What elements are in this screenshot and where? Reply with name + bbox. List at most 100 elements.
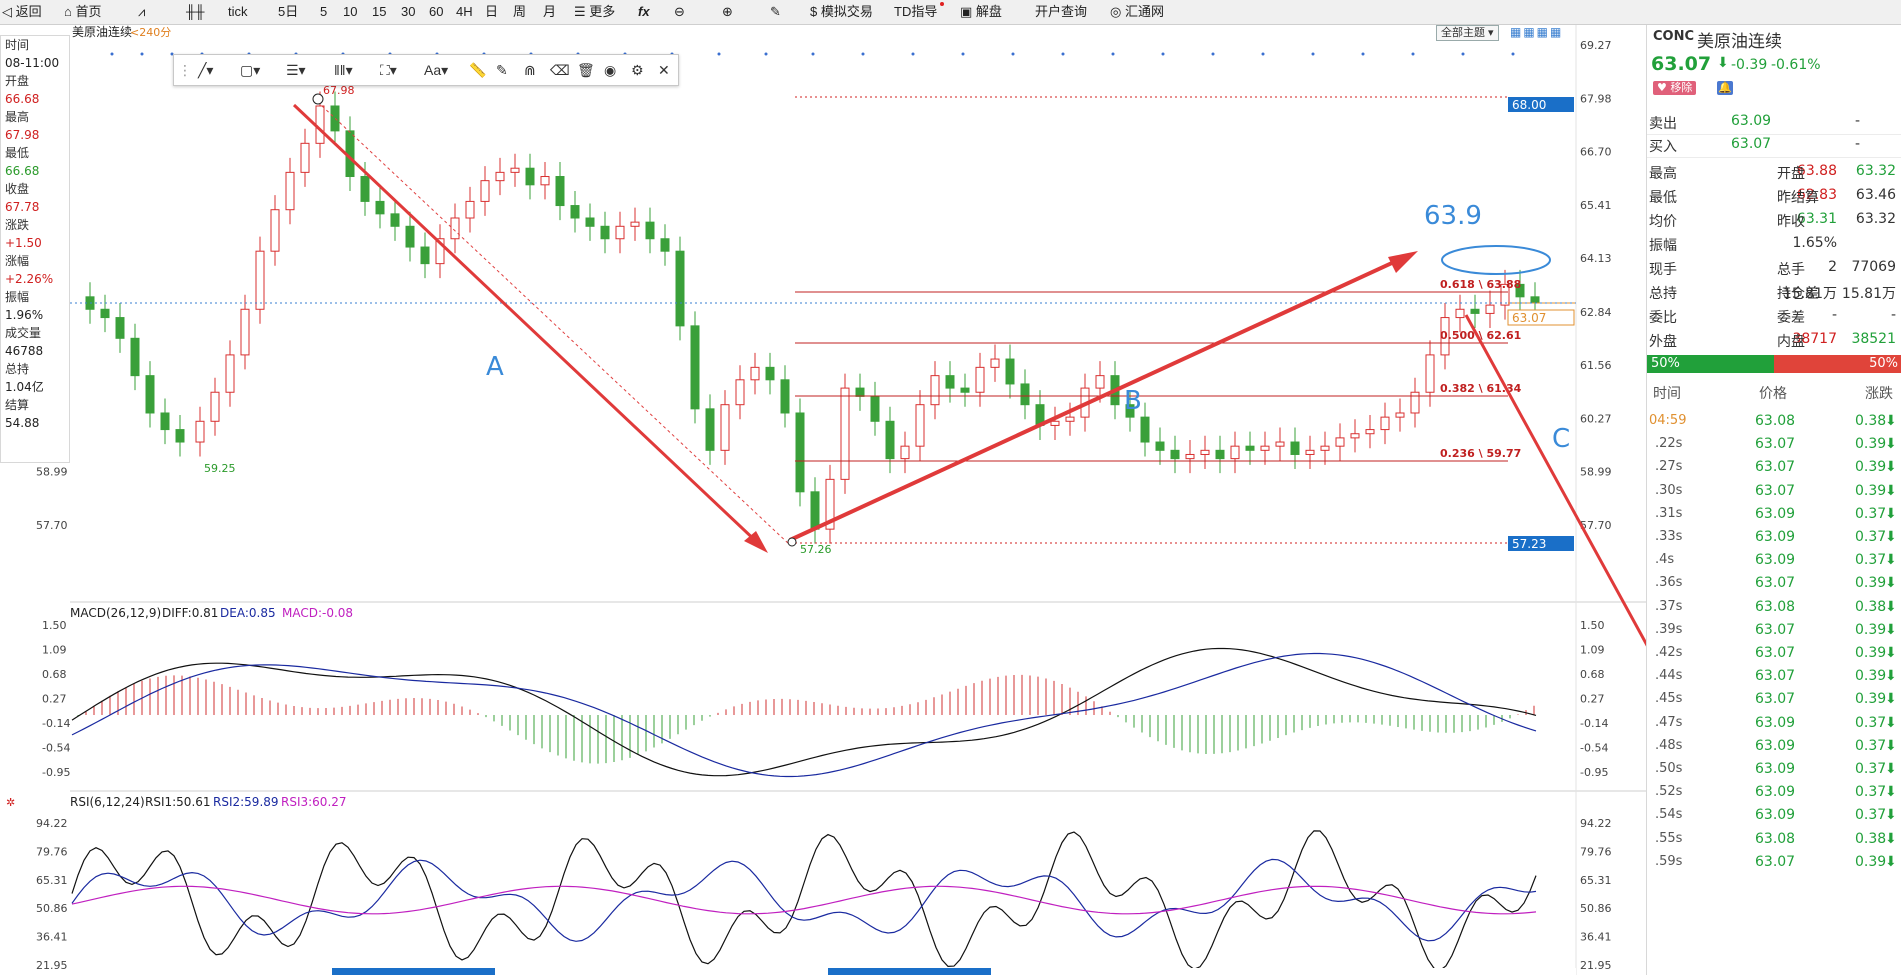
theme-selector-label: 全部主题 — [1441, 27, 1485, 39]
tick-row[interactable]: .44s 63.07 0.39 ⬇ — [1647, 668, 1901, 686]
sim-trade-button[interactable]: $ 模拟交易 — [810, 4, 873, 19]
candle-body — [1065, 416, 1075, 422]
info-value: 46788 — [5, 344, 44, 358]
trend-arrow-b[interactable] — [789, 255, 1406, 542]
magnet-icon[interactable]: ⋒ — [524, 62, 536, 78]
chart-area[interactable]: 0.618 \ 63.88 0.500 \ 62.61 0.382 \ 61.34 0… — [0, 25, 1646, 975]
tick-row[interactable]: .4s 63.09 0.37 ⬇ — [1647, 552, 1901, 570]
channel-tool-icon[interactable]: ☰▾ — [286, 62, 306, 78]
period-15m[interactable]: 15 — [372, 4, 387, 19]
candle-body — [330, 105, 340, 132]
bottom-marker: 57.26 — [800, 543, 832, 556]
tick-time: .54s — [1655, 807, 1683, 823]
zoom-in-icon[interactable]: ⊕ — [722, 4, 733, 19]
settings-icon[interactable]: ✲ — [6, 796, 15, 809]
period-week[interactable]: 周 — [513, 4, 527, 19]
tick-price: 63.07 — [1755, 621, 1796, 638]
candlestick-series — [85, 91, 1540, 544]
formula-icon[interactable]: fx — [638, 4, 650, 19]
trend-arrow-c[interactable] — [1464, 314, 1646, 782]
info-label: 时间 — [5, 38, 30, 52]
drag-handle-icon[interactable]: ⋮ — [178, 62, 192, 78]
tick-row[interactable]: .36s 63.07 0.39 ⬇ — [1647, 575, 1901, 593]
ruler-icon[interactable]: 📏 — [469, 62, 487, 78]
eye-icon[interactable]: ◉ — [604, 62, 617, 78]
tick-row[interactable]: .45s 63.07 0.39 ⬇ — [1647, 691, 1901, 709]
tick-row[interactable]: .47s 63.09 0.37 ⬇ — [1647, 715, 1901, 733]
trash-icon[interactable]: 🗑 — [577, 62, 595, 78]
huitong-button[interactable]: ◎ 汇通网 — [1110, 4, 1164, 19]
info-value: 54.88 — [5, 416, 40, 430]
chart-title: 美原油连续 — [72, 25, 132, 39]
home-button[interactable]: ⌂ 首页 — [64, 4, 102, 19]
tick-row[interactable]: .33s 63.09 0.37 ⬇ — [1647, 529, 1901, 547]
period-month[interactable]: 月 — [543, 4, 557, 19]
info-value: 1.96% — [5, 308, 44, 322]
price-tick-label: 69.27 — [1580, 39, 1612, 52]
tick-row[interactable]: .52s 63.09 0.37 ⬇ — [1647, 784, 1901, 802]
rect-tool-icon[interactable]: ▢▾ — [240, 62, 261, 78]
tick-row[interactable]: .30s 63.07 0.39 ⬇ — [1647, 483, 1901, 501]
tick-row[interactable]: .37s 63.08 0.38 ⬇ — [1647, 599, 1901, 617]
period-30m[interactable]: 30 — [401, 4, 416, 19]
tick-change: 0.39 — [1855, 482, 1887, 499]
theme-selector[interactable]: 全部主题 ▾ — [1436, 25, 1499, 41]
remove-watch-button[interactable]: ♥ 移除 — [1653, 81, 1697, 95]
price-axes: 69.2769.2767.9867.9866.7066.7065.4165.41… — [36, 39, 1612, 975]
tick-row[interactable]: .55s 63.08 0.38 ⬇ — [1647, 831, 1901, 849]
stat-cell: 均价 — [1649, 214, 1677, 230]
unlock-button[interactable]: ▣ 解盘 — [960, 4, 1002, 19]
channel-dashed-line — [321, 105, 791, 546]
eraser-icon[interactable]: ⌫ — [550, 62, 570, 78]
period-10m[interactable]: 10 — [343, 4, 358, 19]
chart-canvas[interactable]: 0.618 \ 63.88 0.500 \ 62.61 0.382 \ 61.34 0… — [0, 25, 1646, 975]
alert-bell-icon[interactable]: 🔔 — [1717, 81, 1733, 95]
more-label: 更多 — [589, 4, 616, 19]
period-4h[interactable]: 4H — [456, 4, 473, 19]
price-tick-label: 62.84 — [1580, 306, 1612, 319]
period-5d[interactable]: 5日 — [278, 4, 299, 19]
tick-time: .48s — [1655, 737, 1683, 753]
stat-row: 外盘 38717 内盘 38521 — [1647, 327, 1901, 352]
period-day[interactable]: 日 — [485, 4, 499, 19]
more-button[interactable]: ☰ 更多 — [574, 4, 616, 19]
trend-arrow-a[interactable] — [292, 103, 762, 547]
tick-row[interactable]: .22s 63.07 0.39 ⬇ — [1647, 436, 1901, 454]
tick-time: .50s — [1655, 761, 1683, 776]
line-chart-icon[interactable]: ⩘ — [138, 4, 146, 19]
tick-button[interactable]: tick — [228, 4, 248, 19]
back-button[interactable]: ◁ 返回 — [2, 4, 42, 19]
tick-row[interactable]: .50s 63.09 0.37 ⬇ — [1647, 761, 1901, 779]
tick-row[interactable]: .39s 63.07 0.39 ⬇ — [1647, 622, 1901, 640]
period-5m[interactable]: 5 — [320, 4, 328, 19]
settings-gear-icon[interactable]: ⚙ — [631, 62, 644, 78]
zoom-out-icon[interactable]: ⊖ — [674, 4, 685, 19]
tick-row[interactable]: .48s 63.09 0.37 ⬇ — [1647, 738, 1901, 756]
text-tool-icon[interactable]: Aa▾ — [424, 62, 449, 78]
candle-chart-icon[interactable]: ╫╫ — [186, 4, 205, 19]
tick-row[interactable]: .31s 63.09 0.37 ⬇ — [1647, 506, 1901, 524]
tick-row[interactable]: .42s 63.07 0.39 ⬇ — [1647, 645, 1901, 663]
down-arrow-icon: ⬇ — [1885, 529, 1897, 545]
layout-icons[interactable]: ▦▦▦▦ — [1510, 25, 1564, 39]
sell-row: 卖出 63.09 - — [1647, 109, 1901, 135]
draw-pen-icon[interactable]: ✎ — [770, 4, 781, 19]
open-account-button[interactable]: 开户查询 — [1035, 4, 1088, 19]
vertical-lines-icon[interactable]: ‖‖▾ — [334, 62, 353, 78]
tick-price: 63.07 — [1755, 645, 1796, 661]
tick-row[interactable]: .54s 63.09 0.37 ⬇ — [1647, 807, 1901, 825]
candle-body — [795, 412, 805, 493]
close-icon[interactable]: ✕ — [658, 62, 670, 78]
tick-row[interactable]: .27s 63.07 0.39 ⬇ — [1647, 459, 1901, 477]
period-60m[interactable]: 60 — [429, 4, 444, 19]
pen-icon[interactable]: ✎ — [496, 62, 508, 78]
high-price-tag — [1508, 97, 1574, 112]
candle-body — [540, 176, 550, 186]
candle-body — [225, 354, 235, 393]
pattern-tool-icon[interactable]: ⛶▾ — [380, 62, 397, 78]
tick-time: .27s — [1655, 459, 1683, 475]
td-guide-button[interactable]: TD指导 — [894, 4, 938, 19]
tick-row[interactable]: .59s 63.07 0.39 ⬇ — [1647, 854, 1901, 872]
line-tool-icon[interactable]: ╱▾ — [198, 62, 214, 78]
tick-row[interactable]: 04:59 63.08 0.38 ⬇ — [1647, 413, 1901, 431]
